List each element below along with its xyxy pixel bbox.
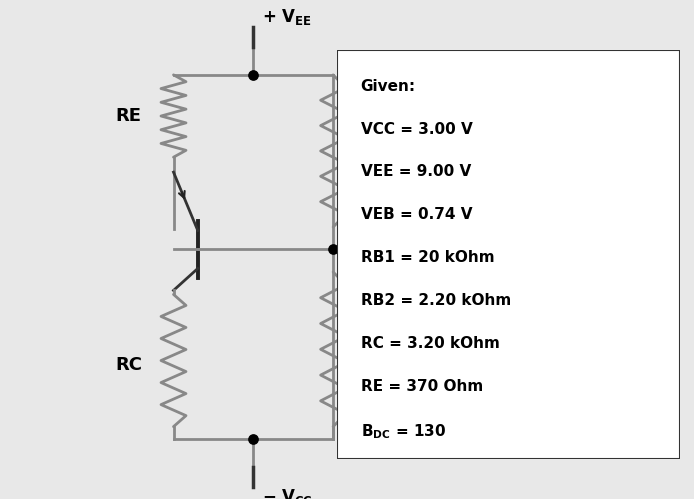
Point [248, 435, 259, 443]
Point [328, 246, 339, 253]
Text: VEB = 0.74 V: VEB = 0.74 V [361, 208, 472, 223]
Point [248, 71, 259, 79]
Text: $\mathbf{+\ V_{EE}}$: $\mathbf{+\ V_{EE}}$ [262, 7, 311, 27]
Text: RB2 = 2.20 kOhm: RB2 = 2.20 kOhm [361, 293, 511, 308]
Text: $\mathbf{B_{DC}}$ = 130: $\mathbf{B_{DC}}$ = 130 [361, 422, 446, 441]
Text: Given:: Given: [361, 78, 416, 93]
Text: RE = 370 Ohm: RE = 370 Ohm [361, 379, 483, 394]
Text: RE: RE [115, 107, 142, 125]
Text: R: R [350, 137, 364, 155]
Text: B1: B1 [369, 356, 385, 367]
FancyBboxPatch shape [337, 50, 680, 459]
Text: VEE = 9.00 V: VEE = 9.00 V [361, 165, 471, 180]
Text: R: R [350, 341, 364, 360]
Text: B2: B2 [369, 152, 385, 162]
Text: VCC = 3.00 V: VCC = 3.00 V [361, 122, 473, 137]
Text: $\mathbf{-\ V_{CC}}$: $\mathbf{-\ V_{CC}}$ [262, 487, 312, 499]
Text: RC = 3.20 kOhm: RC = 3.20 kOhm [361, 336, 500, 351]
Text: RB1 = 20 kOhm: RB1 = 20 kOhm [361, 250, 494, 265]
Text: RC: RC [115, 356, 142, 374]
